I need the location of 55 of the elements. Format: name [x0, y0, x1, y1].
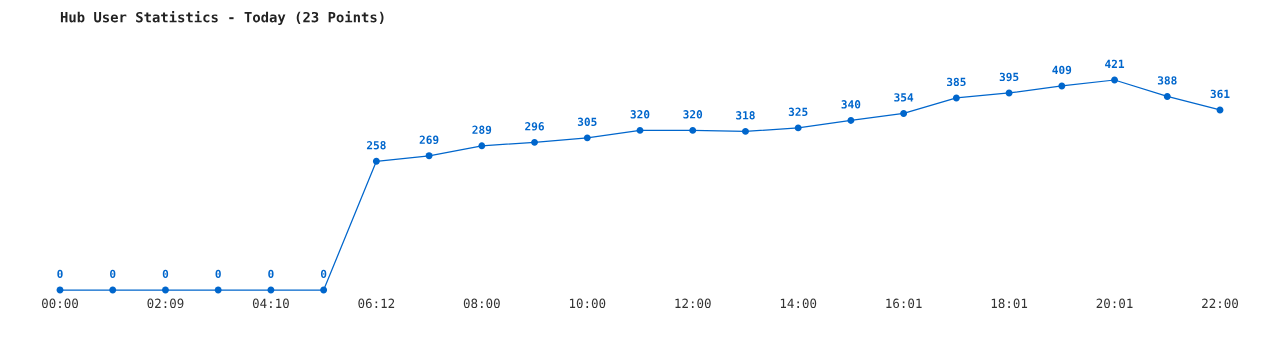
- data-label: 388: [1157, 76, 1177, 85]
- point: [952, 94, 960, 102]
- x-tick-label: 20:01: [1096, 298, 1133, 309]
- data-label: 0: [215, 269, 221, 279]
- data-label: 354: [894, 93, 914, 102]
- point: [1163, 92, 1171, 100]
- x-tick-label: 12:00: [675, 298, 711, 309]
- point: [1058, 82, 1066, 90]
- data-label: 318: [736, 111, 755, 120]
- data-label: 296: [525, 122, 544, 131]
- point: [636, 126, 644, 134]
- data-label: 289: [472, 125, 492, 135]
- chart-title: Hub User Statistics - Today (23 Points): [60, 10, 384, 26]
- point: [900, 109, 908, 117]
- x-tick-label: 10:00: [569, 298, 606, 309]
- point: [847, 116, 855, 124]
- x-tick-label: 02:09: [147, 298, 184, 309]
- point: [531, 138, 539, 146]
- data-label: 269: [419, 135, 439, 144]
- data-label: 320: [630, 110, 650, 119]
- x-tick-label: 18:01: [991, 298, 1028, 309]
- data-label: 385: [947, 77, 966, 87]
- data-label: 340: [841, 100, 861, 109]
- x-tick-label: 16:01: [886, 298, 922, 309]
- x-tick-label: 00:00: [42, 298, 78, 309]
- point: [320, 286, 328, 294]
- point: [794, 124, 802, 132]
- point: [372, 157, 380, 165]
- point: [478, 142, 486, 150]
- data-label: 325: [788, 107, 808, 117]
- point: [109, 286, 117, 294]
- point: [161, 286, 169, 294]
- data-label: 421: [1105, 59, 1125, 68]
- x-tick-label: 04:10: [252, 298, 289, 309]
- data-label: 305: [577, 117, 597, 126]
- data-label: 0: [110, 269, 116, 279]
- point: [1111, 76, 1119, 84]
- data-label: 0: [320, 269, 327, 279]
- data-label: 409: [1052, 65, 1072, 75]
- data-label: 0: [268, 269, 274, 279]
- x-tick-label: 14:00: [780, 298, 817, 309]
- data-label: 0: [162, 269, 169, 279]
- point: [689, 126, 697, 134]
- data-label: 320: [683, 110, 703, 119]
- point: [214, 286, 222, 294]
- data-label: 395: [999, 72, 1019, 82]
- x-tick-label: 08:00: [463, 298, 500, 309]
- data-label: 0: [57, 269, 63, 279]
- data-label: 258: [366, 141, 386, 150]
- data-label: 361: [1210, 89, 1230, 99]
- x-tick-label: 06:12: [358, 298, 395, 309]
- point: [583, 134, 591, 142]
- x-tick-label: 22:00: [1202, 298, 1238, 309]
- point: [741, 127, 749, 135]
- point: [425, 152, 433, 160]
